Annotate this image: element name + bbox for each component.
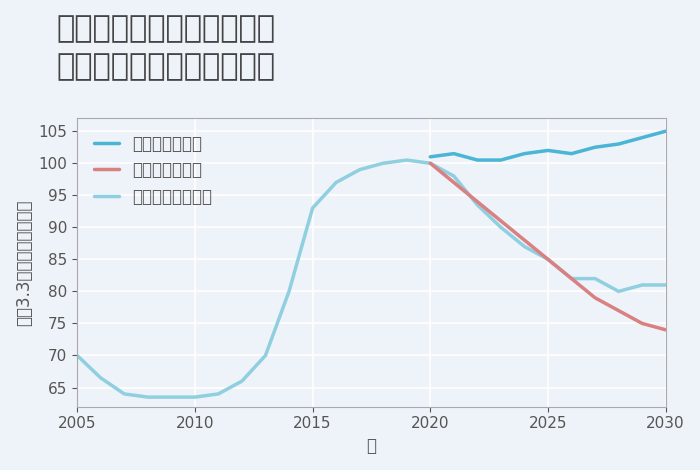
グッドシナリオ <box>567 151 575 157</box>
ノーマルシナリオ <box>591 276 599 282</box>
グッドシナリオ <box>662 128 670 134</box>
グッドシナリオ <box>615 141 623 147</box>
ノーマルシナリオ <box>332 180 340 185</box>
バッドシナリオ <box>497 218 505 224</box>
グッドシナリオ <box>591 144 599 150</box>
ノーマルシナリオ <box>73 352 81 358</box>
ノーマルシナリオ <box>544 257 552 262</box>
ノーマルシナリオ <box>449 173 458 179</box>
バッドシナリオ <box>662 327 670 333</box>
ノーマルシナリオ <box>638 282 646 288</box>
ノーマルシナリオ <box>190 394 199 400</box>
ノーマルシナリオ <box>662 282 670 288</box>
ノーマルシナリオ <box>144 394 152 400</box>
ノーマルシナリオ <box>356 167 364 172</box>
ノーマルシナリオ <box>567 276 575 282</box>
バッドシナリオ <box>449 180 458 185</box>
Line: グッドシナリオ: グッドシナリオ <box>430 131 666 160</box>
Y-axis label: 坪（3.3㎡）単価（万円）: 坪（3.3㎡）単価（万円） <box>15 199 33 326</box>
ノーマルシナリオ <box>120 391 128 397</box>
ノーマルシナリオ <box>497 225 505 230</box>
バッドシナリオ <box>426 160 435 166</box>
バッドシナリオ <box>473 199 482 204</box>
バッドシナリオ <box>615 308 623 313</box>
ノーマルシナリオ <box>379 160 387 166</box>
ノーマルシナリオ <box>97 375 105 381</box>
グッドシナリオ <box>520 151 528 157</box>
ノーマルシナリオ <box>261 352 270 358</box>
X-axis label: 年: 年 <box>366 437 377 455</box>
グッドシナリオ <box>544 148 552 153</box>
ノーマルシナリオ <box>285 289 293 294</box>
Line: バッドシナリオ: バッドシナリオ <box>430 163 666 330</box>
ノーマルシナリオ <box>426 160 435 166</box>
バッドシナリオ <box>544 257 552 262</box>
ノーマルシナリオ <box>402 157 411 163</box>
グッドシナリオ <box>497 157 505 163</box>
Text: 福岡県築上郡吉富町楡生の
中古マンションの価格推移: 福岡県築上郡吉富町楡生の 中古マンションの価格推移 <box>56 14 275 81</box>
バッドシナリオ <box>567 276 575 282</box>
バッドシナリオ <box>638 321 646 326</box>
ノーマルシナリオ <box>473 202 482 208</box>
ノーマルシナリオ <box>615 289 623 294</box>
Legend: グッドシナリオ, バッドシナリオ, ノーマルシナリオ: グッドシナリオ, バッドシナリオ, ノーマルシナリオ <box>85 127 220 214</box>
バッドシナリオ <box>591 295 599 301</box>
グッドシナリオ <box>473 157 482 163</box>
ノーマルシナリオ <box>238 378 246 384</box>
ノーマルシナリオ <box>520 244 528 250</box>
ノーマルシナリオ <box>167 394 176 400</box>
グッドシナリオ <box>426 154 435 160</box>
ノーマルシナリオ <box>309 205 317 211</box>
バッドシナリオ <box>520 237 528 243</box>
ノーマルシナリオ <box>214 391 223 397</box>
グッドシナリオ <box>638 135 646 141</box>
グッドシナリオ <box>449 151 458 157</box>
Line: ノーマルシナリオ: ノーマルシナリオ <box>77 160 666 397</box>
